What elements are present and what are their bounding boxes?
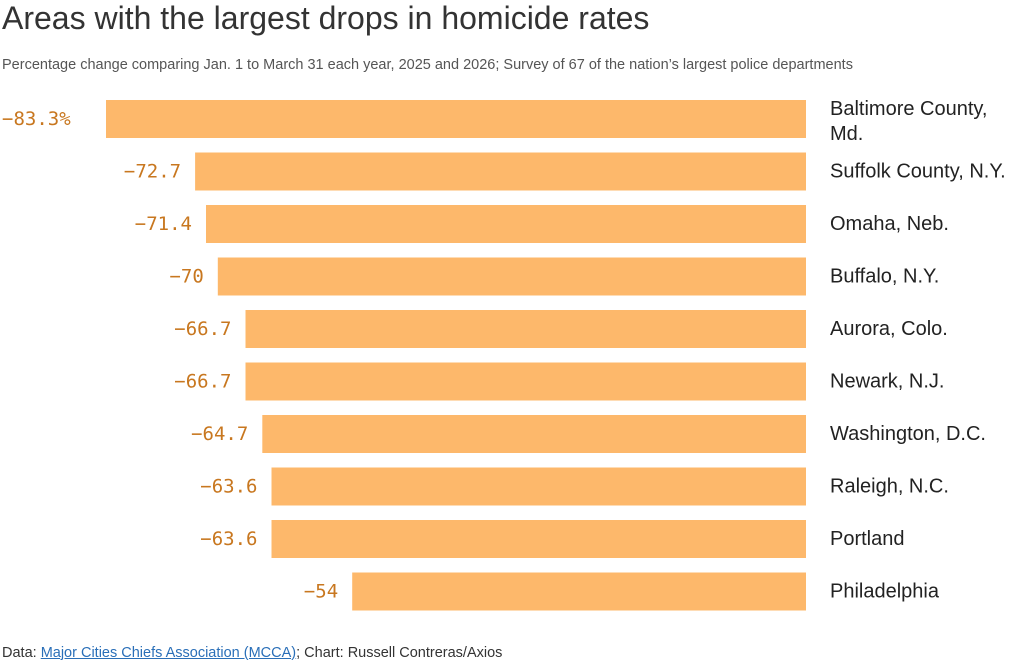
category-label: Philadelphia <box>830 581 940 603</box>
bar <box>245 362 806 401</box>
bar-value-label: −72.7 <box>124 161 181 183</box>
category-label: Portland <box>830 528 905 550</box>
bar <box>206 205 806 243</box>
data-prefix: Data: <box>2 645 41 661</box>
chart-credit: ; Chart: Russell Contreras/Axios <box>296 645 503 661</box>
bar-value-label: −54 <box>304 581 338 603</box>
category-label: Newark, N.J. <box>830 371 944 393</box>
category-label: Baltimore County, <box>830 98 987 120</box>
bar-value-label: −63.6 <box>200 476 257 498</box>
category-label: Suffolk County, N.Y. <box>830 161 1006 183</box>
bar-value-label: −71.4 <box>135 213 192 235</box>
chart-title: Areas with the largest drops in homicide… <box>2 0 650 36</box>
bar <box>106 100 806 138</box>
category-label: Raleigh, N.C. <box>830 476 949 498</box>
bar-value-label: −66.7 <box>174 318 231 340</box>
bar-chart: −83.3% Baltimore County, Md. −72.7 Suffolk C… <box>2 98 1006 611</box>
bar <box>271 520 806 558</box>
bar-value-label: −70 <box>169 266 203 288</box>
bar-value-label: −63.6 <box>200 528 257 550</box>
category-label: Aurora, Colo. <box>830 318 948 340</box>
category-label: Washington, D.C. <box>830 423 986 445</box>
bar <box>352 572 806 611</box>
bar <box>271 467 806 506</box>
bar-value-label: −64.7 <box>191 423 248 445</box>
category-label: Omaha, Neb. <box>830 213 949 235</box>
chart-subtitle: Percentage change comparing Jan. 1 to Ma… <box>2 57 853 73</box>
category-label: Md. <box>830 123 863 145</box>
bar <box>245 310 806 348</box>
category-label: Buffalo, N.Y. <box>830 266 939 288</box>
bar <box>195 152 807 191</box>
bar-value-label: −66.7 <box>174 371 231 393</box>
source-link[interactable]: Major Cities Chiefs Association (MCCA) <box>40 645 297 661</box>
chart-footer: Data: Major Cities Chiefs Association (M… <box>2 641 502 665</box>
bar <box>217 257 807 296</box>
bar <box>262 415 806 453</box>
bar-value-label: −83.3% <box>2 108 71 130</box>
